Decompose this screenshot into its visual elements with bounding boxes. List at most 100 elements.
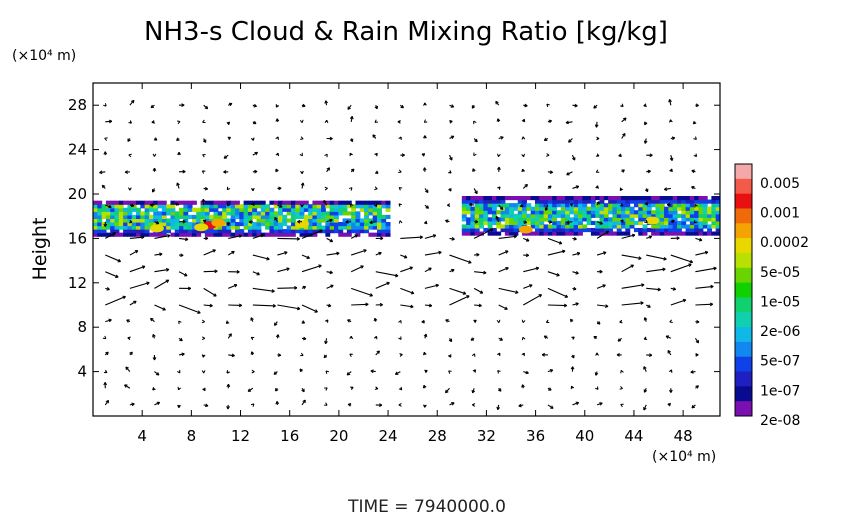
cloud-cell [355, 204, 361, 209]
cloud-cell [590, 210, 596, 215]
wind-vector [670, 263, 692, 273]
cloud-cell [321, 211, 326, 216]
cloud-cell [552, 203, 558, 208]
cloud-cell [487, 224, 493, 229]
wind-vector [572, 402, 579, 406]
wind-vector-head [105, 351, 109, 356]
cloud-cell [256, 229, 262, 234]
cloud-cell [359, 225, 365, 230]
cloud-cell [161, 207, 167, 212]
cloud-cell [256, 211, 262, 216]
cloud-cell [685, 224, 691, 229]
cloud-cell [552, 195, 558, 201]
wind-vector [252, 271, 260, 276]
wind-vector-head [543, 335, 548, 339]
wind-vector-head [438, 250, 442, 255]
cloud-cell [97, 218, 103, 223]
cloud-cell [474, 217, 480, 222]
cloud-cell [312, 214, 318, 220]
cloud-cell [351, 214, 357, 220]
cloud-cell [612, 220, 618, 226]
cloud-cell [256, 214, 262, 220]
cloud-cell [131, 225, 137, 230]
cloud-cell [616, 199, 622, 204]
colorbar-swatch [735, 208, 752, 224]
cloud-cell [534, 220, 540, 226]
cloud-cell [351, 207, 357, 212]
colorbar-swatch [735, 164, 752, 180]
cloud-cell [470, 217, 476, 222]
cloud-cell [608, 220, 614, 226]
cloud-cell [153, 200, 159, 205]
cloud-cell [385, 207, 391, 212]
cloud-cell [105, 218, 111, 223]
wind-vector-head [150, 317, 154, 322]
wind-vector-head [619, 187, 624, 191]
wind-vector-head [425, 189, 429, 194]
wind-vector-head [524, 103, 528, 108]
cloud-cell [689, 195, 695, 201]
cloud-cell [702, 217, 708, 222]
cloud-cell [547, 217, 553, 222]
wind-vector-head [184, 273, 188, 277]
wind-vector-head [125, 366, 129, 371]
cloud-cell [183, 225, 189, 230]
wind-vector-head [603, 251, 607, 255]
wind-vector-head [397, 119, 401, 124]
cloud-cell [338, 232, 344, 237]
cloud-cell [470, 220, 476, 226]
wind-vector-head [550, 405, 554, 409]
wind-vector-head [336, 251, 340, 256]
cloud-cell [466, 220, 472, 226]
cloud-cell [707, 231, 712, 236]
cloud-cell [110, 211, 116, 216]
wind-vector-head [543, 137, 548, 141]
wind-vector [400, 254, 408, 259]
cloud-cell [590, 213, 596, 218]
wind-vector-head [599, 269, 603, 274]
cloud-cell [676, 224, 682, 229]
cloud-cell [646, 206, 652, 211]
wind-vector-head [231, 250, 235, 255]
cloud-cell [681, 210, 687, 215]
cloud-cell [474, 210, 480, 215]
cloud-cell [123, 214, 129, 220]
cloud-cell [625, 213, 631, 218]
cloud-cell [676, 203, 682, 208]
cloud-cell [590, 203, 596, 208]
wind-vector-head [130, 99, 135, 104]
cloud-cell [500, 203, 506, 208]
wind-vector-head [398, 402, 402, 407]
wind-vector-head [695, 385, 699, 389]
cloud-cell [123, 200, 129, 205]
colorbar-label: 5e-07 [760, 354, 800, 370]
cloud-cell [659, 195, 665, 201]
cloud-cell [517, 213, 523, 218]
cloud-cell [522, 203, 527, 208]
cloud-cell [234, 229, 240, 234]
wind-vector-head [620, 403, 624, 408]
wind-vector [621, 302, 644, 306]
cloud-cell [226, 207, 232, 212]
cloud-cell [466, 210, 472, 215]
wind-vector-head [575, 271, 579, 275]
wind-vector-head [302, 285, 307, 290]
cloud-cell [560, 195, 566, 201]
wind-vector-head [165, 267, 170, 272]
wind-vector-head [521, 136, 526, 140]
cloud-cell [556, 199, 562, 204]
wind-vector-head [296, 237, 300, 241]
cloud-cell [552, 217, 558, 222]
y-tick-label: 28 [68, 96, 87, 114]
cloud-cell [381, 221, 387, 227]
cloud-cell [689, 224, 695, 229]
cloud-cell [136, 207, 141, 212]
cloud-cell [672, 231, 678, 236]
wind-vector-head [521, 336, 526, 341]
cloud-cell [702, 220, 708, 226]
cloud-cell [282, 221, 288, 227]
cloud-cell [243, 218, 249, 223]
cloud-cell [603, 227, 609, 233]
wind-vector-head [668, 119, 673, 123]
cloud-cell [638, 206, 644, 211]
